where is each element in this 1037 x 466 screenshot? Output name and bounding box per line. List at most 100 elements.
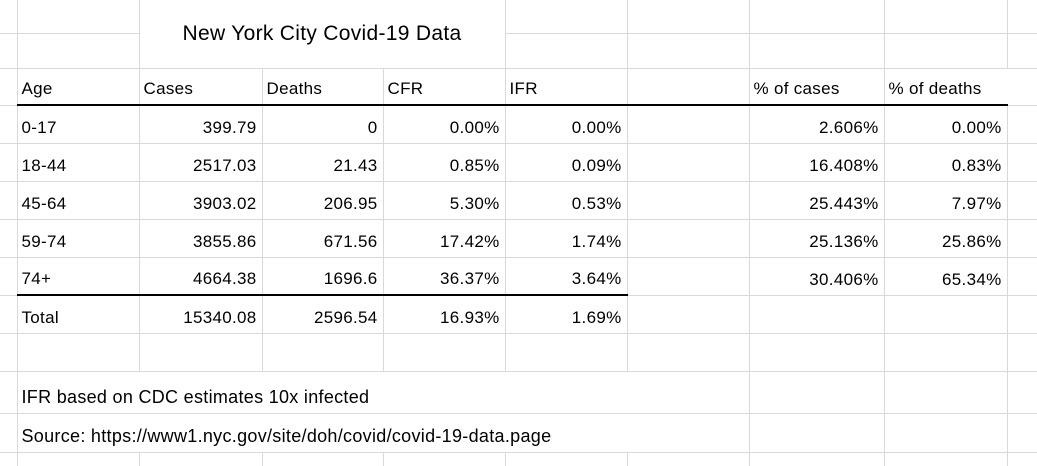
empty-cell[interactable]	[0, 295, 18, 334]
header-age[interactable]: Age	[17, 68, 140, 106]
empty-cell[interactable]	[1007, 371, 1037, 414]
empty-cell[interactable]	[1007, 413, 1037, 453]
pct-cases-cell[interactable]: 30.406%	[749, 257, 885, 296]
deaths-cell[interactable]: 1696.6	[262, 257, 384, 296]
deaths-cell[interactable]: 21.43	[262, 143, 384, 182]
pct-deaths-cell[interactable]: 65.34%	[884, 257, 1008, 296]
ifr-cell[interactable]: 0.00%	[505, 105, 628, 144]
age-cell[interactable]: 45-64	[17, 181, 140, 220]
header-ifr[interactable]: IFR	[505, 68, 628, 106]
empty-cell[interactable]	[749, 413, 885, 453]
empty-cell[interactable]	[0, 219, 18, 258]
pct-deaths-cell[interactable]: 25.86%	[884, 219, 1008, 258]
empty-cell[interactable]	[1007, 68, 1037, 106]
pct-deaths-cell[interactable]: 0.00%	[884, 105, 1008, 144]
cases-cell[interactable]: 3903.02	[139, 181, 263, 220]
empty-cell[interactable]	[505, 452, 628, 466]
empty-cell[interactable]	[1007, 333, 1037, 372]
header-deaths[interactable]: Deaths	[262, 68, 384, 106]
empty-cell[interactable]	[1007, 33, 1037, 69]
header-pct-of-cases[interactable]: % of cases	[749, 68, 885, 106]
empty-cell[interactable]	[505, 333, 628, 372]
empty-cell[interactable]	[627, 0, 750, 34]
empty-cell[interactable]	[0, 33, 18, 69]
cases-cell[interactable]: 4664.38	[139, 257, 263, 296]
age-cell[interactable]: 59-74	[17, 219, 140, 258]
empty-cell[interactable]	[0, 105, 18, 144]
empty-cell[interactable]	[1007, 143, 1037, 182]
empty-cell[interactable]	[627, 333, 750, 372]
empty-cell[interactable]	[884, 33, 1008, 69]
empty-cell[interactable]	[383, 452, 506, 466]
empty-cell[interactable]	[884, 452, 1008, 466]
cases-cell[interactable]: 2517.03	[139, 143, 263, 182]
empty-cell[interactable]	[0, 68, 18, 106]
pct-cases-cell[interactable]: 16.408%	[749, 143, 885, 182]
empty-cell[interactable]	[0, 333, 18, 372]
pct-deaths-cell[interactable]: 0.83%	[884, 143, 1008, 182]
total-deaths-cell[interactable]: 2596.54	[262, 295, 384, 334]
empty-cell[interactable]	[1007, 295, 1037, 334]
total-label[interactable]: Total	[17, 295, 140, 334]
age-cell[interactable]: 74+	[17, 257, 140, 296]
deaths-cell[interactable]: 206.95	[262, 181, 384, 220]
empty-cell[interactable]	[627, 452, 750, 466]
empty-cell[interactable]	[884, 371, 1008, 414]
empty-cell[interactable]	[627, 219, 750, 258]
deaths-cell[interactable]: 671.56	[262, 219, 384, 258]
empty-cell[interactable]	[749, 0, 885, 34]
empty-cell[interactable]	[749, 452, 885, 466]
empty-cell[interactable]	[17, 333, 140, 372]
empty-cell[interactable]	[0, 371, 18, 414]
age-cell[interactable]: 18-44	[17, 143, 140, 182]
empty-cell[interactable]	[505, 0, 628, 34]
total-cases-cell[interactable]: 15340.08	[139, 295, 263, 334]
header-cfr[interactable]: CFR	[383, 68, 506, 106]
pct-cases-cell[interactable]: 25.443%	[749, 181, 885, 220]
empty-cell[interactable]	[139, 333, 263, 372]
cfr-cell[interactable]: 17.42%	[383, 219, 506, 258]
cfr-cell[interactable]: 5.30%	[383, 181, 506, 220]
header-pct-of-deaths[interactable]: % of deaths	[884, 68, 1007, 106]
empty-cell[interactable]	[262, 452, 384, 466]
ifr-cell[interactable]: 0.53%	[505, 181, 628, 220]
sheet-title[interactable]: New York City Covid-19 Data	[139, 0, 506, 69]
empty-cell[interactable]	[17, 0, 140, 34]
ifr-cell[interactable]: 1.74%	[505, 219, 628, 258]
ifr-cell[interactable]: 3.64%	[505, 257, 628, 296]
empty-cell[interactable]	[0, 143, 18, 182]
empty-cell[interactable]	[0, 0, 18, 34]
pct-cases-cell[interactable]: 2.606%	[749, 105, 885, 144]
empty-cell[interactable]	[383, 333, 506, 372]
empty-cell[interactable]	[749, 333, 885, 372]
empty-cell[interactable]	[1007, 219, 1037, 258]
empty-cell[interactable]	[884, 295, 1008, 334]
empty-cell[interactable]	[1007, 452, 1037, 466]
empty-cell[interactable]	[1007, 181, 1037, 220]
empty-cell[interactable]	[0, 257, 18, 296]
empty-cell[interactable]	[1007, 257, 1037, 296]
empty-cell[interactable]	[17, 452, 140, 466]
empty-cell[interactable]	[749, 33, 885, 69]
cfr-cell[interactable]: 0.00%	[383, 105, 506, 144]
empty-cell[interactable]	[0, 413, 18, 453]
deaths-cell[interactable]: 0	[262, 105, 384, 144]
empty-cell[interactable]	[884, 0, 1008, 34]
cfr-cell[interactable]: 36.37%	[383, 257, 506, 296]
empty-cell[interactable]	[1007, 0, 1037, 34]
ifr-note[interactable]: IFR based on CDC estimates 10x infected	[17, 371, 750, 414]
empty-cell[interactable]	[262, 333, 384, 372]
empty-cell[interactable]	[1007, 105, 1037, 144]
empty-cell[interactable]	[627, 295, 750, 334]
pct-deaths-cell[interactable]: 7.97%	[884, 181, 1008, 220]
cases-cell[interactable]: 399.79	[139, 105, 263, 144]
empty-cell[interactable]	[749, 371, 885, 414]
empty-cell[interactable]	[627, 143, 750, 182]
total-ifr-cell[interactable]: 1.69%	[505, 295, 628, 334]
empty-cell[interactable]	[627, 33, 750, 69]
source-note[interactable]: Source: https://www1.nyc.gov/site/doh/co…	[17, 413, 750, 453]
empty-cell[interactable]	[17, 33, 140, 69]
empty-cell[interactable]	[627, 181, 750, 220]
ifr-cell[interactable]: 0.09%	[505, 143, 628, 182]
empty-cell[interactable]	[505, 33, 628, 69]
